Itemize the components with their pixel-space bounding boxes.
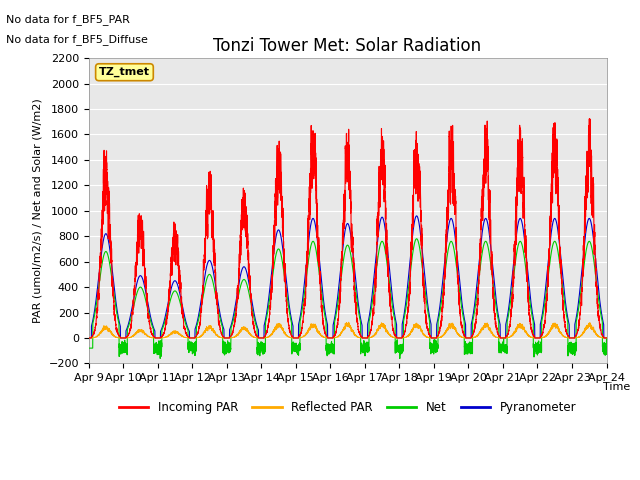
Y-axis label: PAR (umol/m2/s) / Net and Solar (W/m2): PAR (umol/m2/s) / Net and Solar (W/m2) bbox=[33, 98, 43, 323]
Text: No data for f_BF5_PAR: No data for f_BF5_PAR bbox=[6, 14, 131, 25]
Legend: Incoming PAR, Reflected PAR, Net, Pyranometer: Incoming PAR, Reflected PAR, Net, Pyrano… bbox=[114, 396, 581, 419]
Text: No data for f_BF5_Diffuse: No data for f_BF5_Diffuse bbox=[6, 34, 148, 45]
X-axis label: Time: Time bbox=[604, 382, 630, 392]
Text: TZ_tmet: TZ_tmet bbox=[99, 67, 150, 77]
Title: Tonzi Tower Met: Solar Radiation: Tonzi Tower Met: Solar Radiation bbox=[214, 37, 482, 55]
